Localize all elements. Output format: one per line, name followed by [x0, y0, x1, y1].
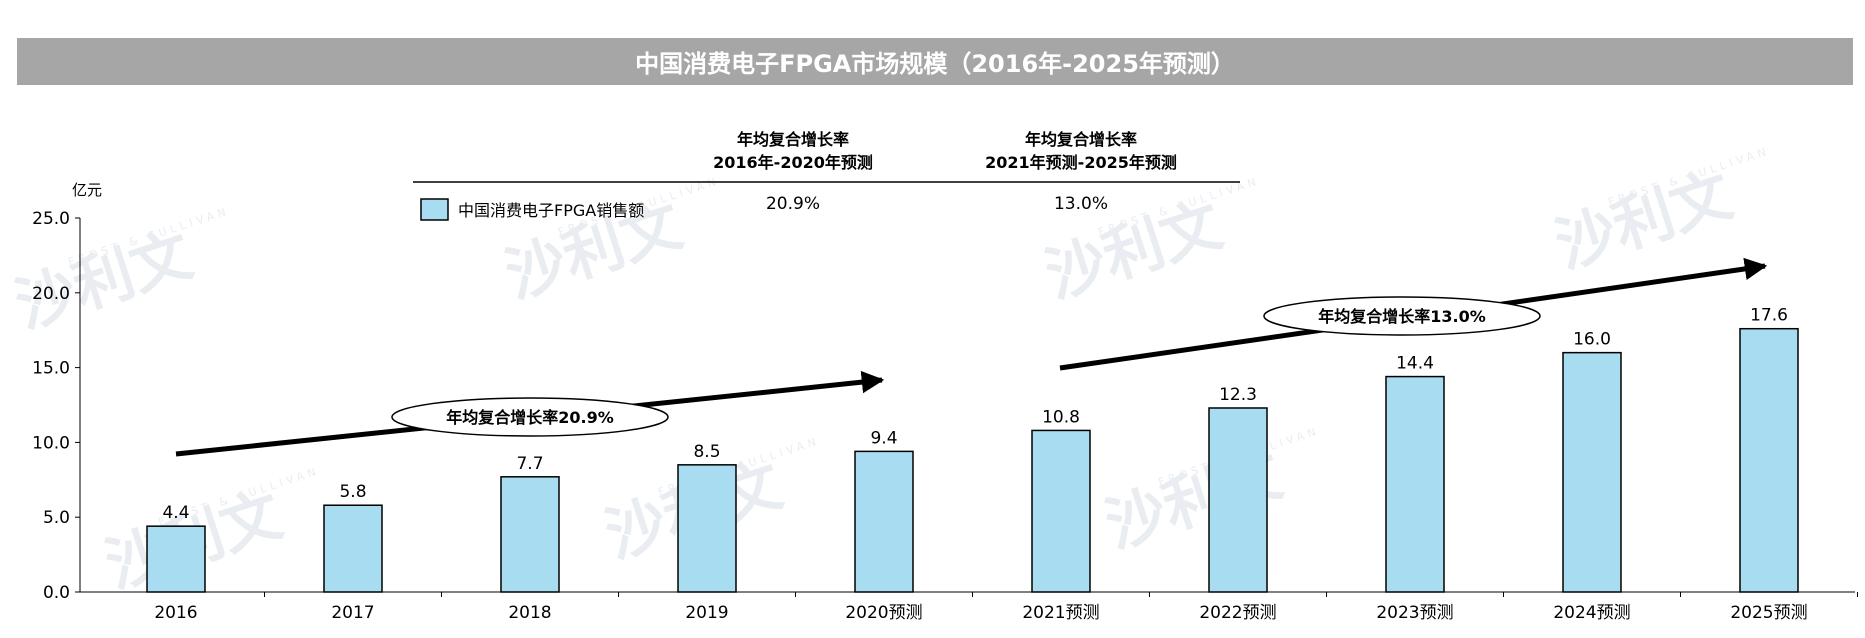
y-tick-label: 5.0	[43, 508, 70, 528]
data-label: 9.4	[870, 428, 897, 448]
x-tick-label: 2024预测	[1553, 603, 1630, 623]
cagr-table: 年均复合增长率 2016年-2020年预测 20.9% 年均复合增长率 2021年预测-…	[413, 130, 1240, 214]
x-tick-label: 2021预测	[1022, 603, 1099, 623]
x-axis-labels: 2016 2017 2018 2019 2020预测 2021预测 2022预测 2023预测…	[154, 592, 1858, 623]
cagr-table-header-line2: 2016年-2020年预测	[713, 153, 873, 172]
bar	[1031, 429, 1091, 593]
data-label: 17.6	[1750, 306, 1788, 326]
bar	[1385, 375, 1445, 593]
bar	[323, 504, 383, 593]
bar	[677, 464, 737, 593]
x-tick-label: 2022预测	[1199, 603, 1276, 623]
bar	[146, 525, 206, 593]
data-label: 4.4	[162, 503, 189, 523]
x-tick-label: 2016	[154, 603, 197, 623]
bar	[500, 476, 560, 593]
bar	[1208, 407, 1268, 593]
cagr-table-header-line2: 2021年预测-2025年预测	[985, 153, 1177, 172]
data-label: 7.7	[516, 454, 543, 474]
bar	[1739, 327, 1799, 593]
data-label: 14.4	[1396, 354, 1434, 374]
y-tick-label: 20.0	[32, 284, 70, 304]
cagr-table-header-line1: 年均复合增长率	[1025, 130, 1137, 149]
legend-swatch	[420, 198, 449, 221]
cagr-callout-1-text: 年均复合增长率20.9%	[446, 408, 614, 427]
x-tick-label: 2019	[685, 603, 728, 623]
chart-title: 中国消费电子FPGA市场规模（2016年-2025年预测）	[635, 50, 1235, 78]
x-tick-label: 2025预测	[1730, 603, 1807, 623]
data-label: 12.3	[1219, 385, 1257, 405]
cagr-annotations: 年均复合增长率20.9% 年均复合增长率13.0%	[175, 257, 1768, 457]
bar	[854, 450, 914, 593]
data-label: 5.8	[339, 482, 366, 502]
y-axis-unit-label: 亿元	[72, 181, 102, 199]
bars: 4.4 5.8 7.7 8.5 9.4 10.8 12.3 14.4 16.0 17.6	[146, 306, 1799, 593]
data-label: 16.0	[1573, 330, 1611, 350]
y-tick-label: 0.0	[43, 583, 70, 603]
cagr-table-header-line1: 年均复合增长率	[737, 130, 849, 149]
cagr-callout-2-text: 年均复合增长率13.0%	[1318, 307, 1486, 326]
cagr-table-value: 20.9%	[766, 194, 820, 214]
y-tick-label: 25.0	[32, 209, 70, 229]
legend: 中国消费电子FPGA销售额	[420, 198, 644, 221]
watermark-text: 沙利文	[7, 220, 200, 342]
cagr-callout-1	[391, 397, 669, 437]
data-label: 8.5	[693, 442, 720, 462]
legend-label: 中国消费电子FPGA销售额	[458, 201, 644, 220]
x-tick-label: 2018	[508, 603, 551, 623]
y-tick-label: 10.0	[32, 433, 70, 453]
cagr-table-value: 13.0%	[1054, 194, 1108, 214]
bar	[1562, 351, 1622, 593]
watermark-text: 沙利文	[1547, 160, 1740, 282]
data-label: 10.8	[1042, 407, 1080, 427]
chart-title-bar: 中国消费电子FPGA市场规模（2016年-2025年预测）	[17, 38, 1853, 85]
x-tick-label: 2023预测	[1376, 603, 1453, 623]
x-tick-label: 2020预测	[845, 603, 922, 623]
cagr-callout-2	[1263, 296, 1541, 336]
y-tick-label: 15.0	[32, 359, 70, 379]
x-tick-label: 2017	[331, 603, 374, 623]
